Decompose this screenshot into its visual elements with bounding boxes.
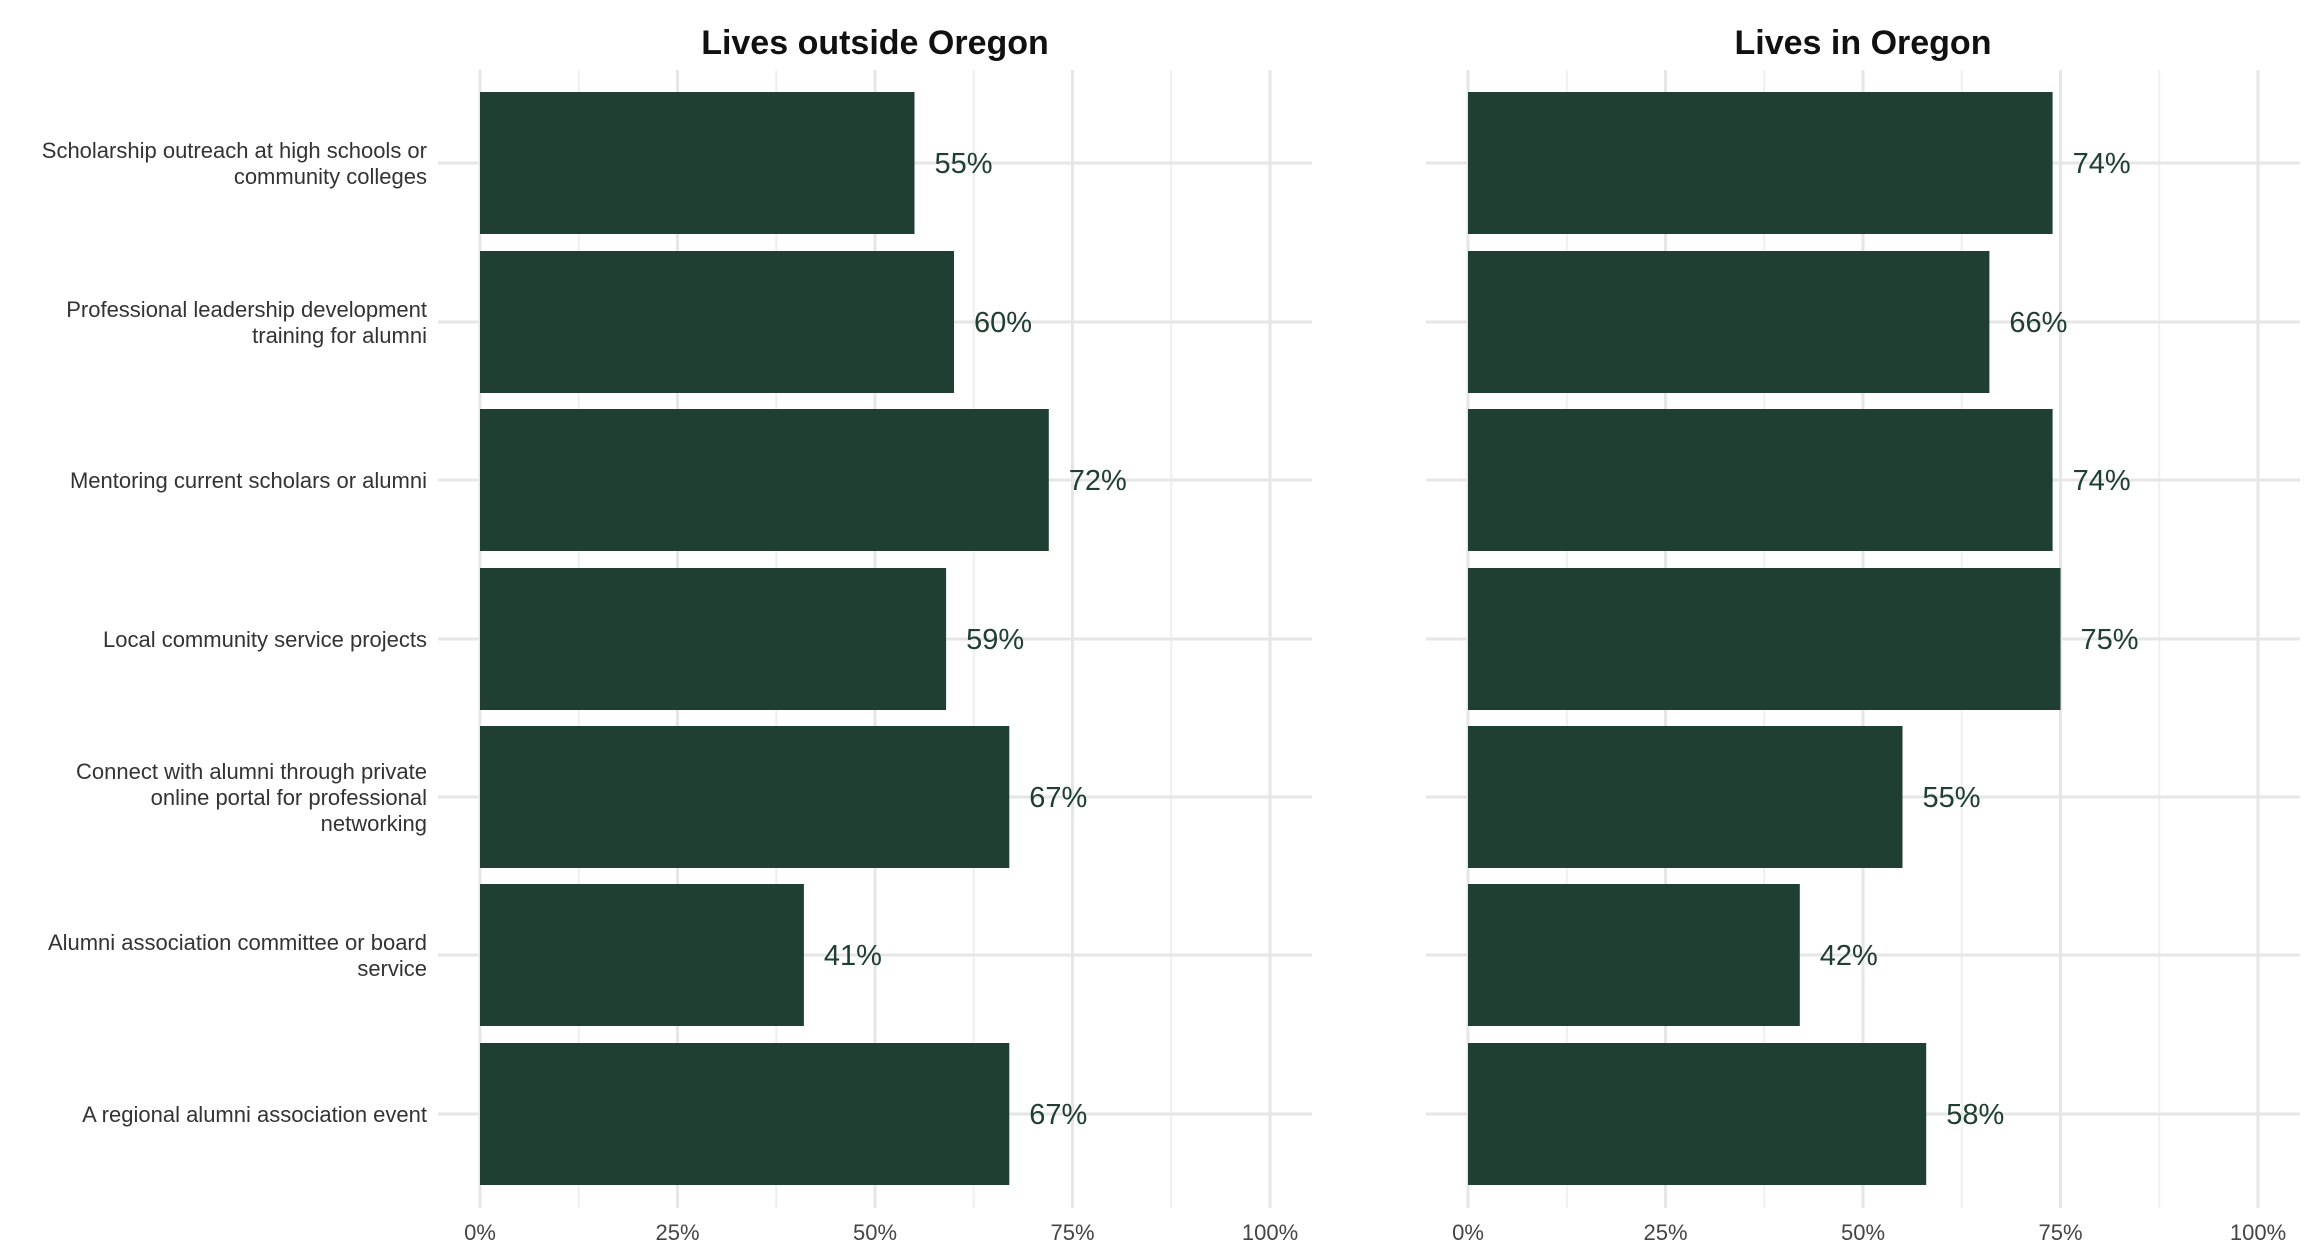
x-tick-label: 0% <box>464 1220 496 1245</box>
bar-data-label: 67% <box>1029 782 1087 814</box>
x-tick-label: 25% <box>1643 1220 1687 1245</box>
category-label-line: community colleges <box>234 164 427 189</box>
x-tick-label: 25% <box>655 1220 699 1245</box>
bar-data-label: 66% <box>2009 307 2067 339</box>
category-label: Mentoring current scholars or alumni <box>70 468 427 493</box>
x-tick-label: 50% <box>853 1220 897 1245</box>
category-label: Professional leadership development train… <box>66 297 427 348</box>
category-label-line: Alumni association committee or board <box>48 930 427 955</box>
category-label-line: Local community service projects <box>103 627 427 652</box>
bar <box>480 251 954 393</box>
bar-data-label: 67% <box>1029 1099 1087 1131</box>
bar <box>480 1043 1010 1185</box>
bar <box>1468 568 2061 710</box>
category-label: Alumni association committee or board ser… <box>48 930 427 981</box>
category-label: A regional alumni association event <box>82 1102 427 1127</box>
category-label-line: A regional alumni association event <box>82 1102 427 1127</box>
bar-data-label: 75% <box>2081 624 2139 656</box>
bar <box>1468 92 2053 234</box>
bar <box>480 884 804 1026</box>
x-tick-label: 0% <box>1452 1220 1484 1245</box>
x-tick-label: 75% <box>2038 1220 2082 1245</box>
category-label-line: Connect with alumni through private <box>76 759 427 784</box>
bar <box>1468 251 1990 393</box>
bar <box>1468 1043 1927 1185</box>
bar-data-label: 72% <box>1069 465 1127 497</box>
bar-data-label: 41% <box>824 940 882 972</box>
bar <box>1468 409 2053 551</box>
bar-data-label: 59% <box>966 624 1024 656</box>
category-label-line: Professional leadership development <box>66 297 427 322</box>
bar-data-label: 74% <box>2073 148 2131 180</box>
category-label-line: online portal for professional <box>151 785 427 810</box>
category-label-line: training for alumni <box>252 323 427 348</box>
x-tick-label: 100% <box>2230 1220 2286 1245</box>
bar <box>480 726 1010 868</box>
category-label-line: Scholarship outreach at high schools or <box>42 138 427 163</box>
bar-data-label: 60% <box>974 307 1032 339</box>
category-label-line: networking <box>321 811 427 836</box>
category-label: Scholarship outreach at high schools or c… <box>42 138 427 189</box>
bar-data-label: 55% <box>1923 782 1981 814</box>
bar-data-label: 58% <box>1946 1099 2004 1131</box>
category-label: Local community service projects <box>103 627 427 652</box>
panel-title: Lives in Oregon <box>1735 24 1992 62</box>
panel-title: Lives outside Oregon <box>701 24 1049 62</box>
bar <box>480 409 1049 551</box>
bar <box>480 92 915 234</box>
bar <box>1468 726 1903 868</box>
x-tick-label: 50% <box>1841 1220 1885 1245</box>
bar-data-label: 55% <box>935 148 993 180</box>
bar-data-label: 42% <box>1820 940 1878 972</box>
x-tick-label: 75% <box>1050 1220 1094 1245</box>
category-label: Connect with alumni through private onlin… <box>76 759 427 836</box>
category-label-line: service <box>357 956 427 981</box>
bar <box>1468 884 1800 1026</box>
bar <box>480 568 947 710</box>
category-label-line: Mentoring current scholars or alumni <box>70 468 427 493</box>
x-tick-label: 100% <box>1242 1220 1298 1245</box>
bar-data-label: 74% <box>2073 465 2131 497</box>
